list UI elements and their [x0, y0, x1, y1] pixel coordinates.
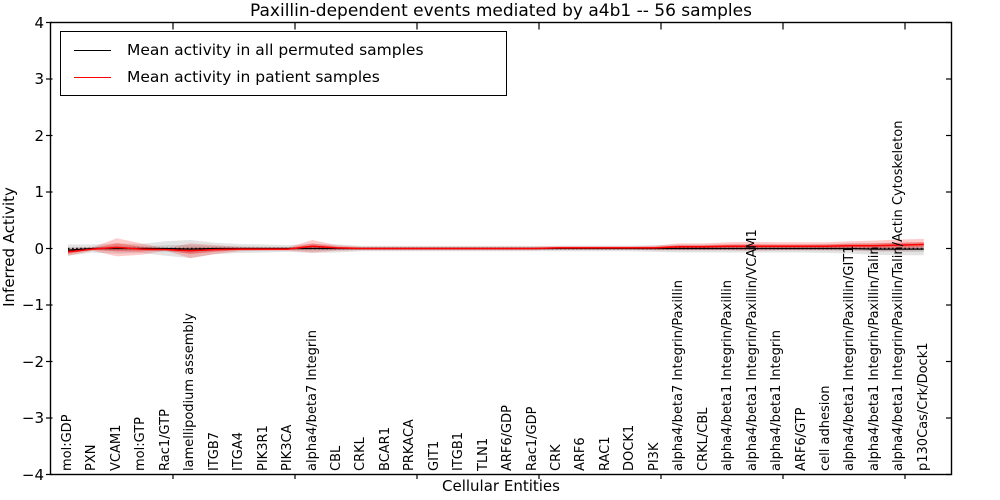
- x-category-label: ITGB1: [451, 431, 467, 471]
- legend-row-patient: Mean activity in patient samples: [61, 68, 506, 86]
- x-category-label: p130Cas/Crk/Dock1: [915, 342, 931, 471]
- y-tick-label: 2: [34, 126, 44, 145]
- x-category-label: RAC1: [597, 436, 613, 471]
- x-axis-label: Cellular Entities: [442, 477, 560, 495]
- x-category-label: GIT1: [426, 440, 442, 471]
- x-category-label: PIK3R1: [255, 425, 271, 471]
- x-category-label: alpha4/beta7 Integrin: [304, 329, 320, 471]
- x-category-label: CRKL: [353, 437, 369, 471]
- legend: Mean activity in all permuted samples Me…: [60, 31, 507, 96]
- legend-row-permuted: Mean activity in all permuted samples: [61, 41, 506, 59]
- x-category-label: PRKACA: [402, 419, 418, 471]
- x-category-label: ITGB7: [206, 431, 222, 471]
- x-category-label: PI3K: [646, 442, 662, 471]
- chart-title: Paxillin-dependent events mediated by a4…: [250, 1, 752, 21]
- x-category-label: VCAM1: [108, 424, 124, 471]
- x-category-label: Rac1/GDP: [524, 406, 540, 471]
- x-category-label: BCAR1: [377, 427, 393, 471]
- legend-line-patient-icon: [74, 76, 111, 78]
- x-category-label: alpha4/beta1 Integrin/Paxillin/GIT1: [842, 245, 858, 471]
- y-tick-label: −4: [21, 465, 44, 484]
- x-category-label: PXN: [84, 444, 100, 471]
- y-tick-label: −2: [21, 352, 44, 371]
- legend-label-permuted: Mean activity in all permuted samples: [127, 41, 424, 59]
- x-category-label: CBL: [328, 445, 344, 471]
- y-tick-label: 3: [34, 70, 44, 88]
- x-category-label: mol:GDP: [60, 414, 75, 471]
- x-category-label: alpha4/beta1 Integrin/Paxillin/Talin/Act…: [891, 120, 907, 471]
- x-category-label: mol:GTP: [133, 417, 149, 471]
- y-tick-label: −3: [21, 409, 44, 427]
- x-category-label: DOCK1: [622, 424, 638, 471]
- x-category-label: ARF6: [573, 437, 589, 471]
- x-category-label: PIK3CA: [280, 424, 296, 471]
- x-category-label: cell adhesion: [817, 385, 833, 471]
- x-category-label: Rac1/GTP: [157, 409, 173, 471]
- x-category-label: alpha4/beta7 Integrin/Paxillin: [671, 279, 687, 471]
- x-category-label: alpha4/beta1 Integrin/Paxillin/VCAM1: [744, 229, 760, 471]
- y-tick-label: 4: [34, 13, 44, 32]
- y-tick-label: −1: [21, 296, 44, 314]
- x-category-label: ARF6/GDP: [500, 405, 516, 471]
- legend-line-permuted-icon: [74, 49, 111, 51]
- x-category-label: lamellipodium assembly: [182, 313, 198, 471]
- x-category-label: CRK: [549, 444, 564, 471]
- x-category-label: CRKL/CBL: [695, 407, 711, 472]
- x-category-label: alpha4/beta1 Integrin/Paxillin/Talin: [866, 246, 882, 471]
- y-tick-label: 0: [34, 239, 44, 258]
- x-category-label: ITGA4: [231, 431, 247, 471]
- y-tick-label: 1: [34, 183, 44, 201]
- x-category-label: ARF6/GTP: [793, 407, 809, 471]
- x-category-label: alpha4/beta1 Integrin/Paxillin: [720, 279, 736, 471]
- legend-label-patient: Mean activity in patient samples: [127, 68, 380, 86]
- x-category-label: alpha4/beta1 Integrin: [769, 329, 785, 471]
- x-category-label: TLN1: [475, 437, 491, 471]
